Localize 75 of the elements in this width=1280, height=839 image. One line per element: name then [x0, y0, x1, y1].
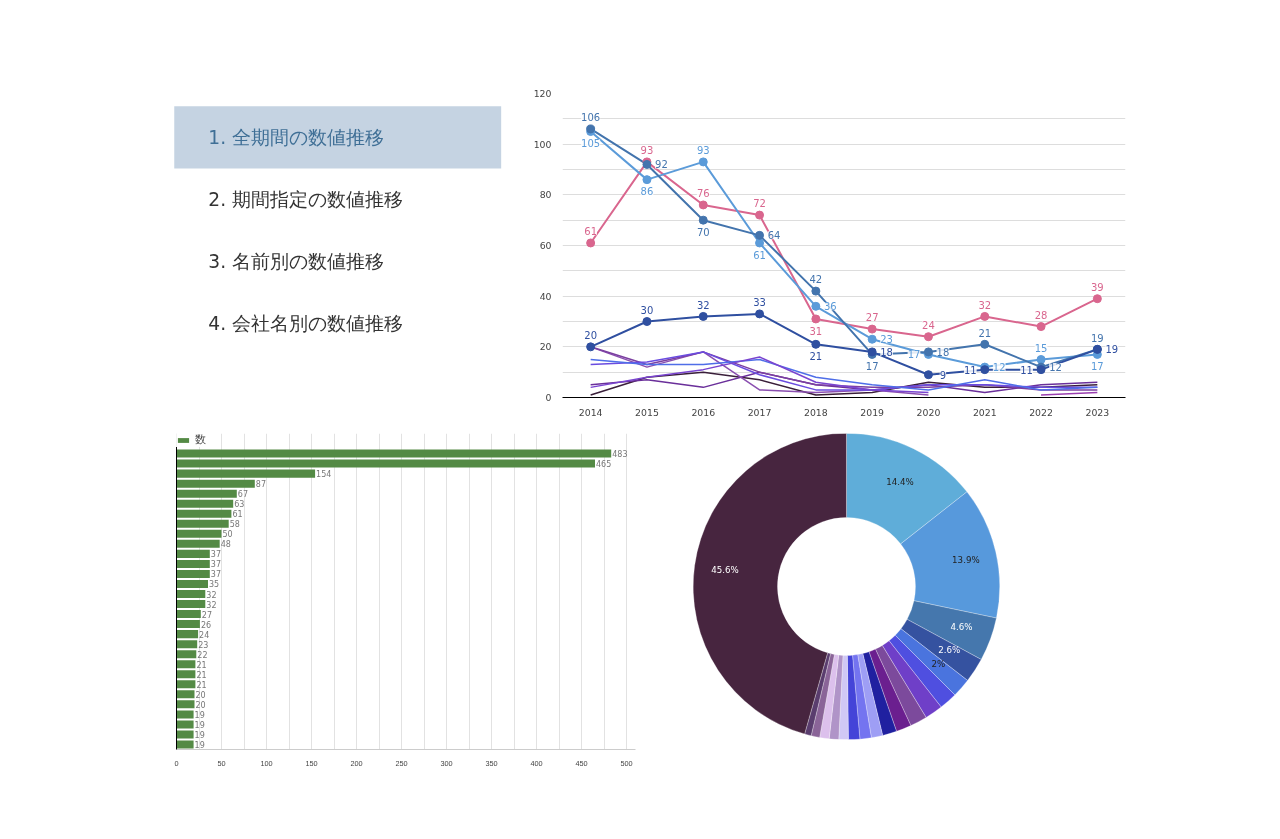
y-tick-label: 80: [539, 189, 552, 201]
data-label: 27: [201, 610, 212, 620]
data-label: 61: [232, 510, 243, 520]
data-label: 18: [880, 346, 893, 358]
data-label: 19: [194, 740, 205, 750]
data-label: 465: [596, 460, 612, 470]
legend-label: 数: [195, 433, 207, 447]
data-label: 9: [939, 369, 947, 381]
data-label: 11: [963, 364, 977, 376]
data-label: 19: [194, 730, 205, 740]
y-tick-label: 40: [539, 290, 552, 302]
data-label: 19: [1105, 344, 1119, 356]
x-tick-label: 2021: [972, 406, 997, 418]
data-label: 63: [234, 500, 245, 510]
x-tick-label: 2023: [1085, 406, 1110, 418]
data-label: 50: [222, 530, 233, 540]
x-tick-label: 2014: [578, 406, 603, 418]
text: 1. 全期間の数値推移: [208, 126, 385, 148]
data-label: 37: [210, 570, 221, 580]
data-label: 17: [865, 361, 879, 373]
x-tick-label: 2022: [1029, 406, 1053, 418]
y-tick-label: 20: [539, 341, 552, 353]
data-label: 32: [206, 590, 217, 600]
data-label: 13.9%: [952, 555, 980, 565]
data-label: 106: [581, 112, 601, 124]
x-tick-label: 2016: [691, 406, 716, 418]
data-label: 483: [612, 450, 628, 460]
y-tick-label: 60: [539, 240, 552, 251]
y-tick-label: 100: [533, 138, 552, 150]
x-tick-label: 2019: [860, 406, 885, 418]
x-tick-label: 2020: [916, 406, 941, 418]
data-label: 18: [936, 346, 950, 358]
data-label: 22: [197, 650, 208, 660]
data-label: 67: [237, 490, 248, 500]
x-tick-label: 2018: [803, 406, 828, 418]
data-label: 87: [255, 480, 266, 490]
data-label: 23: [198, 640, 209, 650]
data-label: 21: [196, 680, 207, 690]
data-label: 24: [199, 630, 210, 640]
data-label: 2.6%: [938, 645, 961, 656]
x-tick-label: 2015: [635, 406, 659, 418]
data-label: 93: [640, 145, 654, 157]
data-label: 32: [206, 600, 217, 610]
data-label: 93: [696, 145, 710, 157]
data-label: 12: [992, 362, 1006, 374]
data-label: 19: [194, 710, 205, 720]
data-label: 21: [809, 351, 823, 363]
data-label: 58: [229, 520, 240, 530]
text: 4. 会社名別の数値推移: [208, 313, 404, 335]
text: 3. 名前別の数値推移: [208, 251, 385, 273]
data-label: 48: [220, 540, 231, 550]
data-label: 35: [209, 580, 220, 590]
data-label: 26: [200, 620, 212, 630]
y-tick-label: 0: [545, 392, 552, 403]
data-label: 20: [195, 700, 206, 710]
data-label: 12: [1049, 362, 1062, 374]
data-label: 154: [316, 470, 332, 480]
data-label: 20: [195, 690, 206, 700]
data-label: 21: [196, 660, 207, 670]
data-label: 37: [210, 550, 221, 560]
text: 2. 期間指定の数値推移: [208, 188, 404, 210]
data-label: 11: [1020, 364, 1033, 376]
data-label: 21: [196, 670, 207, 680]
data-label: 17: [1090, 361, 1104, 373]
data-label: 14.4%: [886, 476, 914, 487]
data-label: 2%: [931, 658, 946, 669]
data-label: 37: [210, 560, 221, 570]
data-label: 105: [581, 138, 601, 150]
data-label: 17: [907, 349, 921, 361]
data-label: 19: [194, 720, 205, 730]
data-label: 4.6%: [950, 621, 973, 632]
data-label: 45.6%: [711, 565, 739, 576]
data-label: 15: [1034, 342, 1048, 354]
y-tick-label: 120: [533, 88, 552, 99]
x-tick-label: 2017: [747, 406, 772, 418]
